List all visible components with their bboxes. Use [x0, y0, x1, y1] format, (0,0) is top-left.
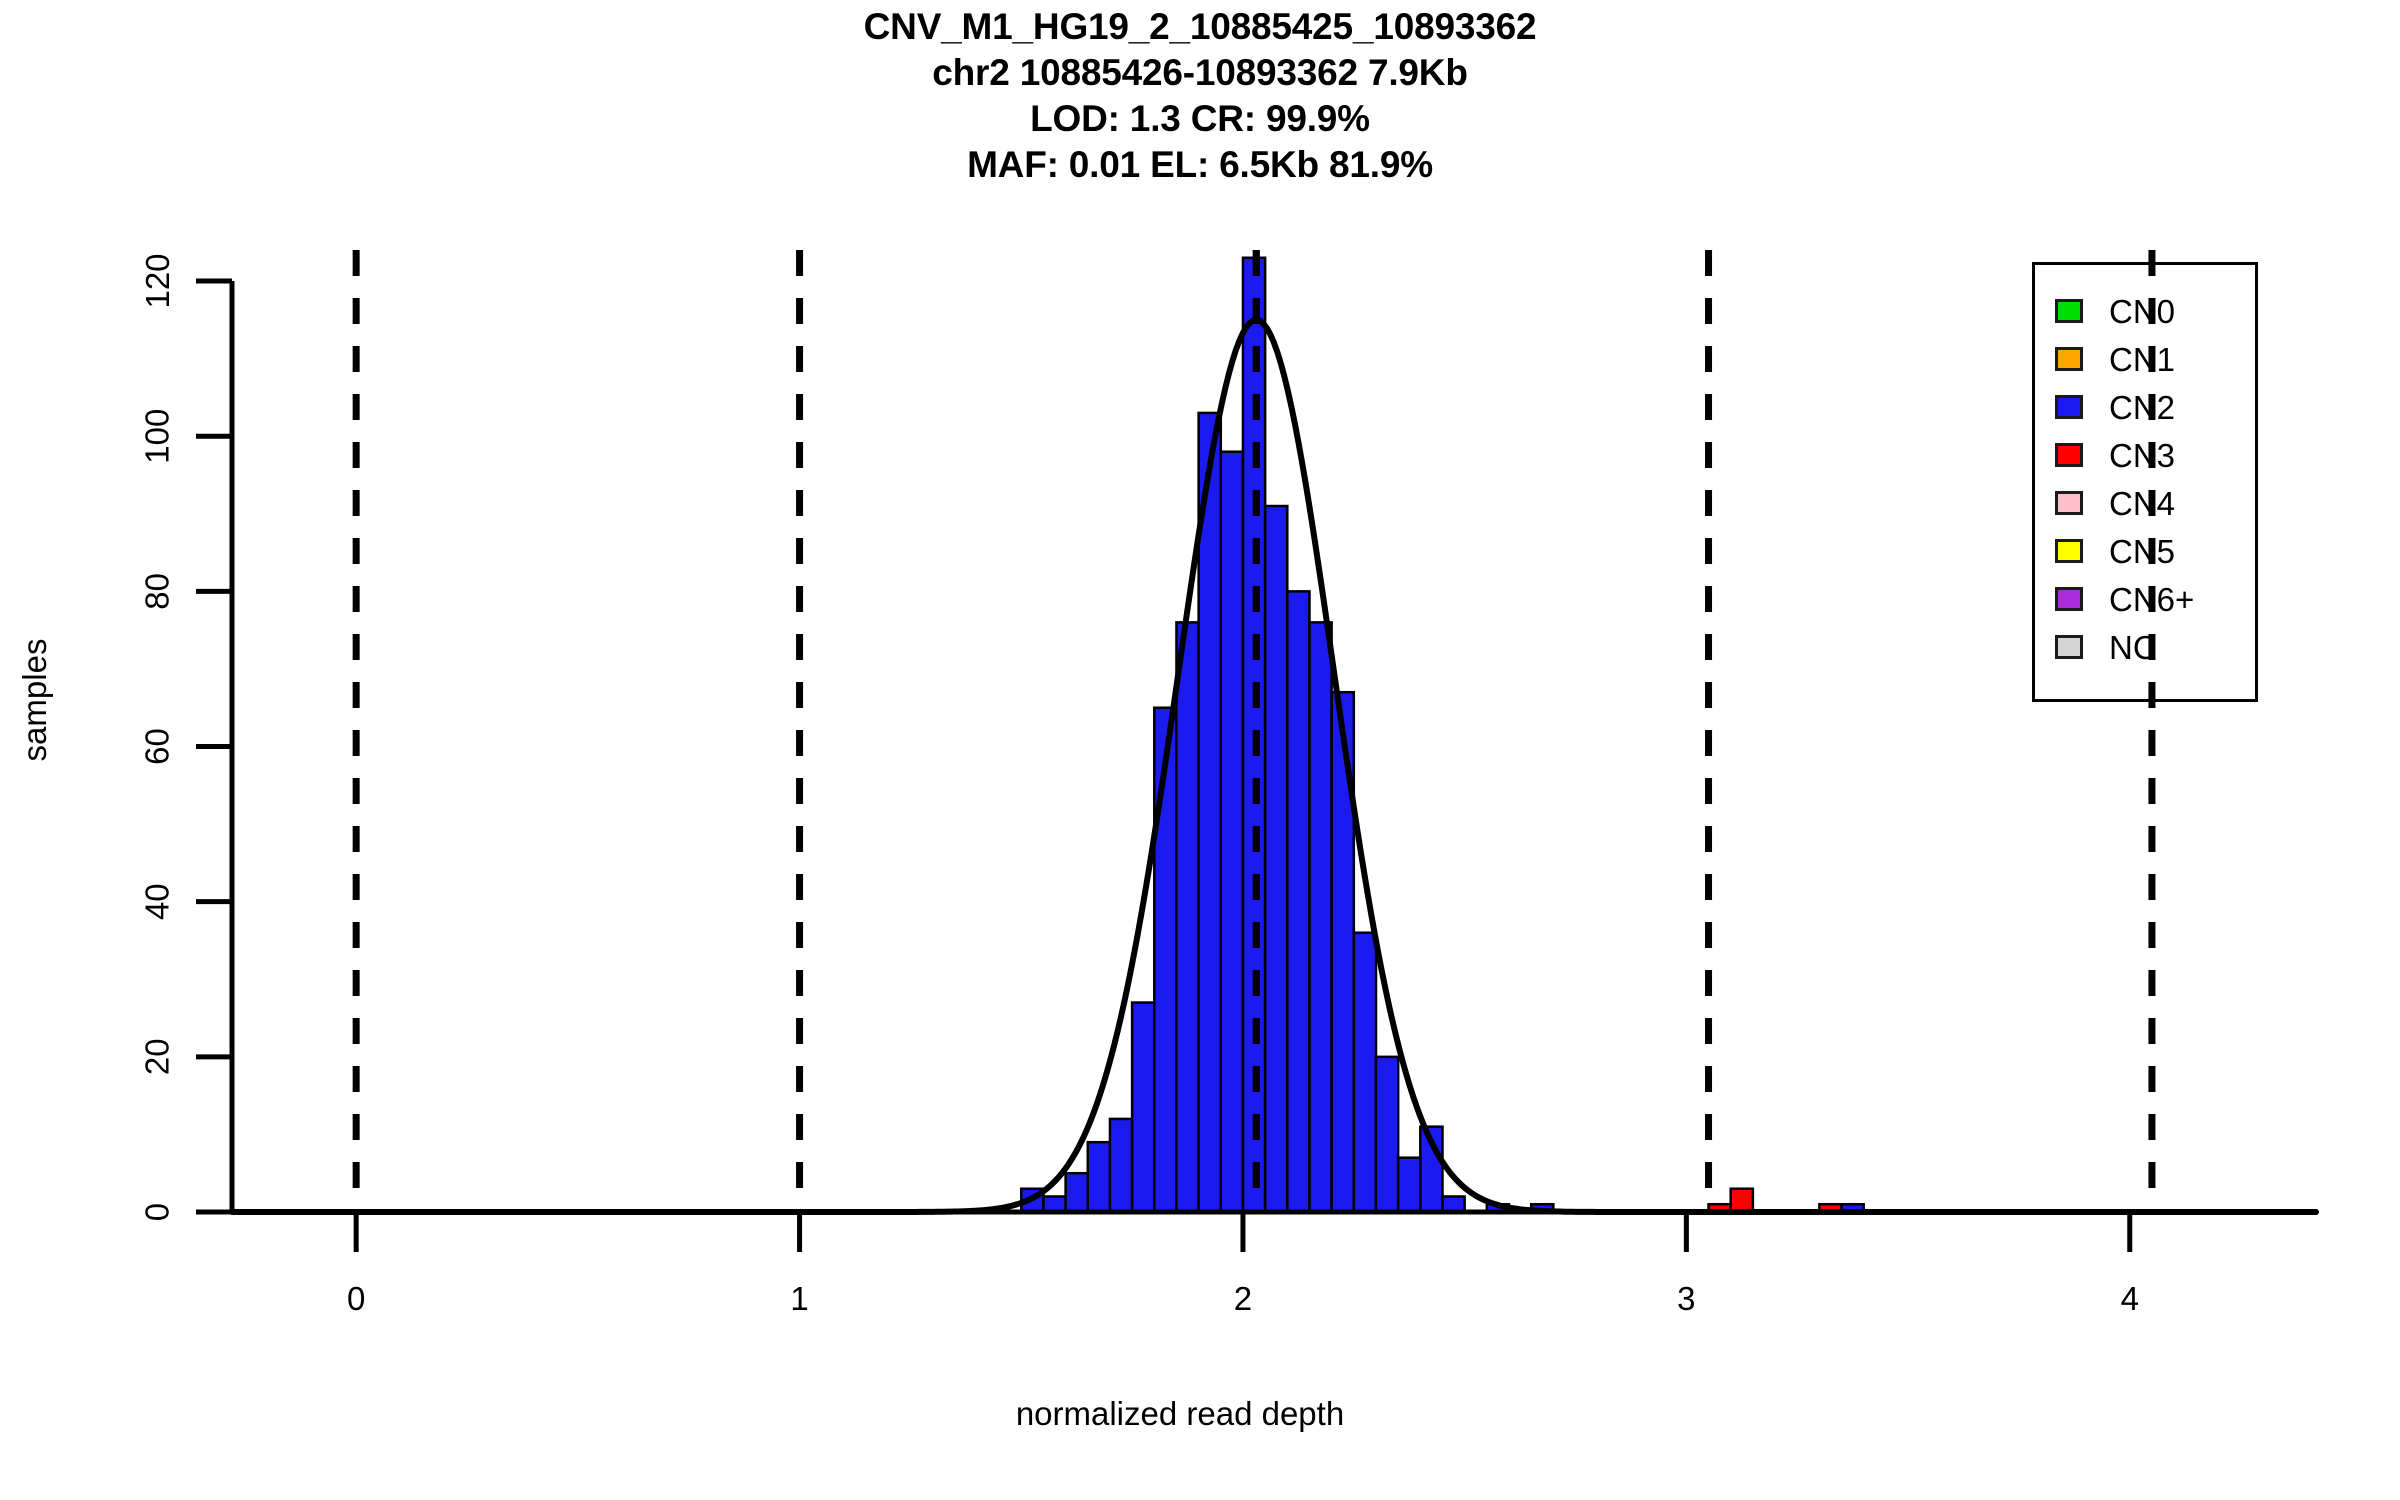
legend-item-label: CN6+ — [2109, 580, 2195, 618]
legend-item-label: CN3 — [2109, 436, 2176, 474]
histogram-bar — [1219, 450, 1245, 1214]
x-tick-label: 2 — [1234, 1280, 1252, 1317]
x-axis-label: normalized read depth — [1016, 1395, 1344, 1432]
histogram-bar — [1729, 1187, 1755, 1214]
legend-item-label: CN5 — [2109, 532, 2176, 570]
y-tick-label: 40 — [139, 883, 176, 920]
legend-item-cn4[interactable]: CN4 — [2055, 479, 2255, 527]
vertical-boundary-lines — [352, 250, 2156, 1212]
axes-group — [196, 278, 2318, 1252]
y-tick-label: 0 — [139, 1203, 176, 1221]
y-tick-label: 60 — [139, 728, 176, 765]
histogram-bar — [1108, 1117, 1134, 1214]
x-tick-label: 4 — [2121, 1280, 2139, 1317]
y-tick-label: 20 — [139, 1038, 176, 1075]
legend-item-nc[interactable]: NC — [2055, 623, 2255, 671]
x-tick-label: 3 — [1677, 1280, 1695, 1317]
legend-item-cn3[interactable]: CN3 — [2055, 431, 2255, 479]
legend-item-label: CN2 — [2109, 388, 2176, 426]
histogram-bar — [1396, 1156, 1422, 1214]
legend-swatch-icon — [2055, 491, 2083, 515]
legend-box: CN0 CN1 CN2 CN3 CN4 CN5 CN6+ NC — [2032, 262, 2258, 702]
legend-item-label: NC — [2109, 628, 2157, 666]
legend-swatch-icon — [2055, 587, 2083, 611]
legend-swatch-icon — [2055, 635, 2083, 659]
legend-swatch-icon — [2055, 443, 2083, 467]
x-tick-label: 0 — [347, 1280, 365, 1317]
legend-item-label: CN1 — [2109, 340, 2176, 378]
legend-item-cn6plus[interactable]: CN6+ — [2055, 575, 2255, 623]
legend-items: CN0 CN1 CN2 CN3 CN4 CN5 CN6+ NC — [2055, 287, 2255, 671]
y-axis-label: samples — [16, 639, 53, 762]
histogram-bar — [1086, 1140, 1112, 1214]
histogram-bar — [1374, 1055, 1400, 1214]
histogram-bar — [1175, 621, 1200, 1214]
legend-swatch-icon — [2055, 347, 2083, 371]
legend-swatch-icon — [2055, 395, 2083, 419]
histogram-bar — [1308, 621, 1333, 1214]
legend-item-cn1[interactable]: CN1 — [2055, 335, 2255, 383]
y-tick-label: 120 — [139, 253, 176, 308]
x-tick-label: 1 — [790, 1280, 808, 1317]
legend-item-label: CN0 — [2109, 292, 2176, 330]
legend-item-cn0[interactable]: CN0 — [2055, 287, 2255, 335]
legend-swatch-icon — [2055, 539, 2083, 563]
histogram-bar — [1286, 590, 1311, 1214]
histogram-bar — [1352, 931, 1378, 1214]
legend-item-cn2[interactable]: CN2 — [2055, 383, 2255, 431]
histogram-bar — [1153, 706, 1178, 1214]
histogram-bar — [1130, 1001, 1156, 1214]
legend-item-cn5[interactable]: CN5 — [2055, 527, 2255, 575]
bars-group — [1020, 256, 1865, 1214]
legend-item-label: CN4 — [2109, 484, 2176, 522]
histogram-bar — [1263, 504, 1289, 1214]
y-tick-label: 80 — [139, 573, 176, 610]
y-tick-label: 100 — [139, 409, 176, 464]
histogram-bar — [1064, 1171, 1090, 1214]
legend-swatch-icon — [2055, 299, 2083, 323]
